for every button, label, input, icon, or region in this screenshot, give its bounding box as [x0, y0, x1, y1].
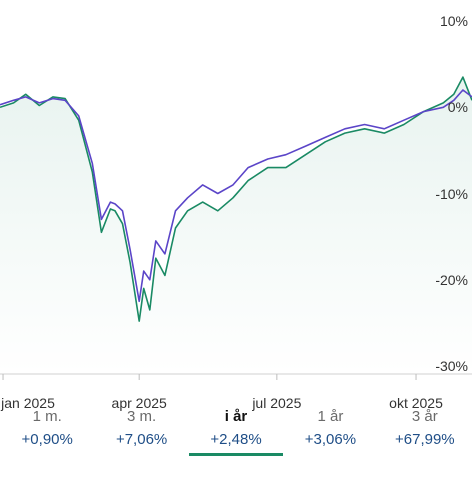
- tab-label: i år: [224, 408, 248, 425]
- x-tick-label: jul 2025: [252, 395, 302, 411]
- x-tick-label: okt 2025: [389, 395, 443, 411]
- y-tick-label: 10%: [439, 13, 468, 29]
- y-tick-label: -10%: [435, 185, 468, 202]
- tab-year-to-date[interactable]: i år +2,48%: [188, 400, 284, 500]
- y-tick-label: 0%: [447, 99, 468, 116]
- tab-label: 1 m.: [32, 408, 62, 425]
- price-chart[interactable]: 10% 0% -10% -20% -30%: [0, 0, 472, 395]
- period-tabs: 1 m. +0,90% 3 m. +7,06% i år +2,48% 1 år…: [0, 400, 472, 500]
- series-area-fill: [0, 77, 472, 374]
- tab-return-value: +3,06%: [304, 431, 357, 448]
- x-tick-label: apr 2025: [111, 395, 167, 411]
- series-line-purple: [0, 89, 472, 303]
- tab-3-months[interactable]: 3 m. +7,06%: [94, 400, 188, 500]
- tab-3-years[interactable]: 3 år +67,99%: [378, 400, 472, 500]
- y-tick-label: -30%: [435, 358, 468, 374]
- active-tab-indicator: [188, 453, 284, 456]
- y-tick-label: -20%: [435, 271, 468, 288]
- tab-return-value: +2,48%: [210, 431, 262, 448]
- x-tick-label: jan 2025: [1, 395, 55, 411]
- tab-return-value: +0,90%: [21, 431, 73, 448]
- tab-label: 1 år: [317, 408, 344, 425]
- series-line-green: [0, 76, 472, 322]
- tab-return-value: +7,06%: [115, 431, 168, 448]
- tab-label: 3 år: [411, 408, 438, 425]
- tab-label: 3 m.: [127, 408, 157, 425]
- tab-1-year[interactable]: 1 år +3,06%: [283, 400, 377, 500]
- tab-1-month[interactable]: 1 m. +0,90%: [0, 400, 94, 500]
- price-chart-svg: [0, 76, 472, 380]
- tab-return-value: +67,99%: [395, 431, 455, 448]
